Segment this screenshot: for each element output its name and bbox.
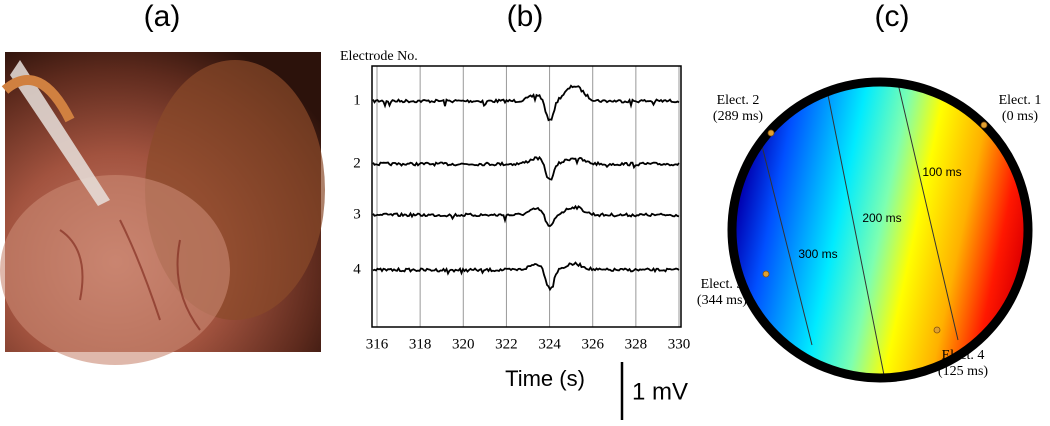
electrode-dot	[981, 122, 987, 128]
electrode-name: Elect. 2	[717, 93, 760, 108]
x-tick-label: 328	[625, 336, 648, 352]
electrode-dot	[768, 130, 774, 136]
x-tick-label: 322	[495, 336, 518, 352]
x-tick-label: 324	[538, 336, 561, 352]
electrode-name: Elect. 4	[942, 348, 985, 363]
panel-label: (a)	[144, 0, 181, 33]
isochrone-label: 200 ms	[862, 211, 901, 225]
axis-title: Time (s)	[505, 366, 585, 391]
x-tick-label: 320	[452, 336, 475, 352]
scale-bar-label: 1 mV	[632, 378, 688, 405]
x-tick-label: 316	[366, 336, 389, 352]
panel-label: (b)	[507, 0, 544, 33]
electrode-time: (0 ms)	[1002, 109, 1039, 124]
electrode-dot	[763, 271, 769, 277]
isochrone-label: 100 ms	[922, 165, 961, 179]
trace	[373, 263, 679, 290]
trace	[373, 157, 679, 179]
electrode-time: (125 ms)	[938, 364, 989, 379]
trace	[373, 206, 679, 226]
x-tick-label: 330	[668, 336, 691, 352]
photo	[0, 52, 325, 365]
electrode-time: (344 ms)	[697, 293, 748, 308]
electrode-number: 2	[353, 155, 361, 171]
axis-title: Electrode No.	[340, 49, 418, 64]
activation-map	[732, 75, 1028, 380]
electrode-number: 1	[353, 92, 361, 108]
electrode-name: Elect. 3	[701, 277, 744, 292]
electrode-dot	[934, 327, 940, 333]
electrode-number: 4	[353, 261, 361, 277]
plot-frame	[372, 66, 681, 327]
trace-plot	[373, 66, 679, 327]
electrode-name: Elect. 1	[999, 93, 1042, 108]
x-tick-label: 326	[581, 336, 604, 352]
electrode-time: (289 ms)	[713, 109, 764, 124]
isochrone-label: 300 ms	[798, 247, 837, 261]
electrode-number: 3	[353, 206, 361, 222]
x-tick-label: 318	[409, 336, 432, 352]
trace	[373, 86, 679, 120]
panel-label: (c)	[875, 0, 910, 33]
